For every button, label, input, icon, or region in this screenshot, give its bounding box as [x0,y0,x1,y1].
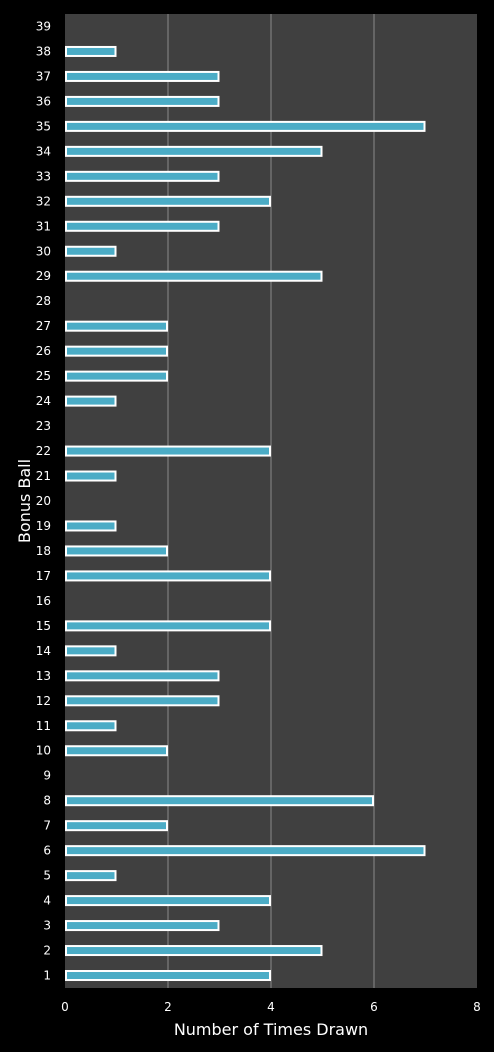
bar-24 [65,395,117,407]
y-tick-label-17: 17 [36,569,51,583]
y-tick-label-5: 5 [43,869,51,883]
bar-14 [65,645,117,657]
y-tick-label-26: 26 [36,344,51,358]
x-tick-label-8: 8 [473,1000,481,1014]
bar-2 [65,945,323,957]
y-tick-label-14: 14 [36,644,51,658]
y-axis-tick-labels: 1234567891011121314151617181920212223242… [36,19,51,982]
bar-10 [65,745,168,757]
y-tick-label-16: 16 [36,594,51,608]
bar-15 [65,620,271,632]
bar-7 [65,820,168,832]
bar-38 [65,45,117,57]
y-tick-label-18: 18 [36,544,51,558]
y-tick-label-19: 19 [36,519,51,533]
y-tick-label-33: 33 [36,169,51,183]
bar-36 [65,95,220,107]
bar-17 [65,570,271,582]
x-axis-tick-labels: 0 2 4 6 8 [61,1000,481,1014]
y-tick-label-35: 35 [36,119,51,133]
bar-1 [65,970,271,982]
bar-26 [65,345,168,357]
y-tick-label-39: 39 [36,19,51,33]
bar-18 [65,545,168,557]
y-tick-label-8: 8 [43,794,51,808]
bar-13 [65,670,220,682]
x-axis-title: Number of Times Drawn [174,1020,368,1039]
bar-34 [65,145,323,157]
bar-22 [65,445,271,457]
y-tick-label-6: 6 [43,844,51,858]
bar-8 [65,795,374,807]
y-tick-label-30: 30 [36,244,51,258]
y-tick-label-36: 36 [36,94,51,108]
bar-27 [65,320,168,332]
y-tick-label-9: 9 [43,769,51,783]
bar-37 [65,70,220,82]
bar-33 [65,170,220,182]
y-tick-label-4: 4 [43,894,51,908]
bars [65,45,426,982]
y-axis-title: Bonus Ball [15,459,34,543]
y-tick-label-38: 38 [36,44,51,58]
y-tick-label-21: 21 [36,469,51,483]
y-tick-label-2: 2 [43,944,51,958]
y-tick-label-28: 28 [36,294,51,308]
x-tick-label-4: 4 [267,1000,275,1014]
y-tick-label-25: 25 [36,369,51,383]
bar-12 [65,695,220,707]
y-tick-label-1: 1 [43,969,51,983]
y-tick-label-12: 12 [36,694,51,708]
bar-29 [65,270,323,282]
y-tick-label-7: 7 [43,819,51,833]
y-tick-label-24: 24 [36,394,51,408]
bar-5 [65,870,117,882]
y-tick-label-31: 31 [36,219,51,233]
y-tick-label-29: 29 [36,269,51,283]
y-tick-label-22: 22 [36,444,51,458]
bar-35 [65,120,426,132]
bar-32 [65,195,271,207]
bar-19 [65,520,117,532]
y-tick-label-20: 20 [36,494,51,508]
bar-25 [65,370,168,382]
bar-6 [65,845,426,857]
y-tick-label-27: 27 [36,319,51,333]
y-tick-label-10: 10 [36,744,51,758]
y-tick-label-15: 15 [36,619,51,633]
x-tick-label-0: 0 [61,1000,69,1014]
bar-4 [65,895,271,907]
y-tick-label-13: 13 [36,669,51,683]
y-tick-label-34: 34 [36,144,51,158]
y-tick-label-37: 37 [36,69,51,83]
y-tick-label-11: 11 [36,719,51,733]
bar-30 [65,245,117,257]
bar-31 [65,220,220,232]
x-tick-label-6: 6 [370,1000,378,1014]
y-tick-label-32: 32 [36,194,51,208]
bar-11 [65,720,117,732]
x-tick-label-2: 2 [164,1000,172,1014]
y-tick-label-3: 3 [43,919,51,933]
bar-3 [65,920,220,932]
bar-21 [65,470,117,482]
y-tick-label-23: 23 [36,419,51,433]
